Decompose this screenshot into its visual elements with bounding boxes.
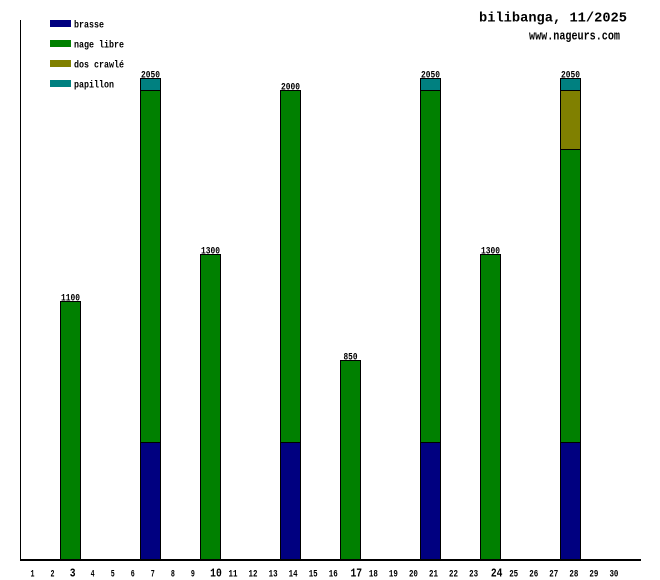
- svg-text:13: 13: [269, 570, 278, 580]
- svg-text:brasse: brasse: [74, 20, 104, 32]
- svg-text:20: 20: [409, 570, 418, 580]
- svg-text:15: 15: [309, 570, 318, 580]
- svg-text:3: 3: [70, 568, 76, 580]
- svg-text:30: 30: [609, 570, 618, 580]
- svg-text:14: 14: [289, 570, 298, 580]
- svg-text:1100: 1100: [61, 293, 80, 304]
- svg-text:2000: 2000: [281, 82, 300, 93]
- svg-text:5: 5: [111, 570, 115, 580]
- svg-text:nage libre: nage libre: [74, 40, 124, 52]
- svg-text:21: 21: [429, 570, 438, 580]
- svg-text:850: 850: [344, 352, 358, 363]
- svg-text:4: 4: [91, 570, 95, 580]
- svg-text:28: 28: [569, 570, 578, 580]
- svg-text:1300: 1300: [481, 246, 500, 257]
- svg-text:19: 19: [389, 570, 398, 580]
- svg-text:10: 10: [210, 568, 222, 580]
- svg-text:6: 6: [131, 570, 135, 580]
- svg-text:27: 27: [549, 570, 558, 580]
- svg-text:bilibanga, 11/2025: bilibanga, 11/2025: [479, 11, 627, 27]
- svg-text:12: 12: [249, 570, 258, 580]
- svg-text:7: 7: [151, 570, 155, 580]
- svg-text:16: 16: [329, 570, 338, 580]
- svg-text:26: 26: [529, 570, 538, 580]
- svg-text:11: 11: [229, 570, 238, 580]
- svg-text:www.nageurs.com: www.nageurs.com: [529, 29, 620, 44]
- svg-text:24: 24: [491, 568, 503, 580]
- svg-text:1300: 1300: [201, 246, 220, 257]
- svg-text:18: 18: [369, 570, 378, 580]
- svg-text:dos crawlé: dos crawlé: [74, 60, 124, 72]
- svg-text:2: 2: [51, 570, 55, 580]
- svg-text:29: 29: [589, 570, 598, 580]
- svg-text:23: 23: [469, 570, 478, 580]
- svg-text:papillon: papillon: [74, 80, 114, 92]
- svg-text:2050: 2050: [141, 70, 160, 81]
- svg-text:2050: 2050: [561, 70, 580, 81]
- svg-text:25: 25: [509, 570, 518, 580]
- svg-text:22: 22: [449, 570, 458, 580]
- svg-text:1: 1: [31, 570, 35, 580]
- svg-text:2050: 2050: [421, 70, 440, 81]
- svg-text:9: 9: [191, 570, 195, 580]
- svg-text:8: 8: [171, 570, 175, 580]
- svg-text:17: 17: [351, 568, 363, 580]
